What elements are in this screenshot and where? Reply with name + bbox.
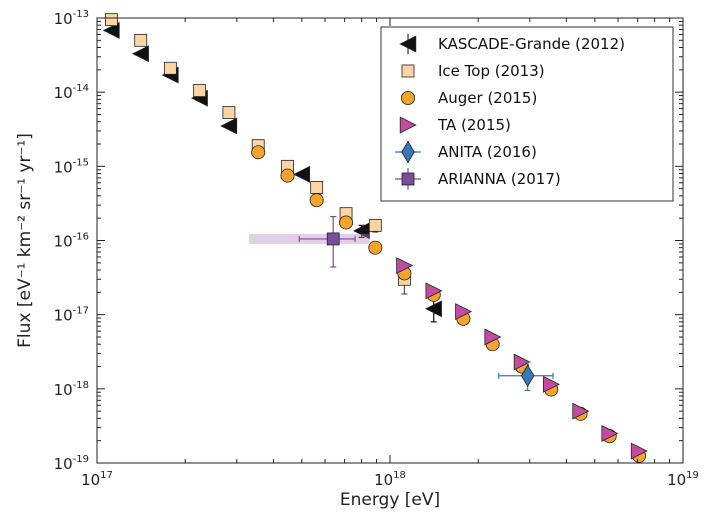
y-tick-exp: -18 — [73, 380, 89, 391]
data-point — [309, 193, 324, 208]
data-point — [326, 232, 340, 246]
x-tick-label: 1018 — [374, 470, 406, 489]
legend-marker — [401, 140, 415, 164]
legend-box — [380, 26, 674, 202]
y-tick-exp: -16 — [73, 232, 89, 243]
y-tick-exp: -14 — [73, 83, 89, 94]
data-point — [134, 33, 148, 47]
data-point — [543, 375, 560, 393]
y-tick-base: 10 — [54, 233, 73, 251]
legend-marker — [401, 64, 415, 78]
legend-marker — [399, 116, 417, 134]
data-point — [251, 145, 266, 160]
data-point — [220, 117, 238, 135]
x-tick-base: 10 — [81, 471, 100, 489]
y-tick-base: 10 — [54, 381, 73, 399]
x-tick-exp: 19 — [686, 470, 699, 481]
x-tick-label: 1019 — [667, 470, 699, 489]
data-point — [484, 328, 502, 346]
data-point — [193, 84, 207, 97]
data-point — [102, 21, 120, 39]
data-point — [222, 106, 236, 120]
x-tick-base: 10 — [667, 471, 686, 489]
y-tick-base: 10 — [54, 84, 73, 102]
legend-label: Ice Top (2013) — [438, 62, 545, 80]
y-tick-exp: -13 — [73, 9, 89, 20]
data-point — [425, 300, 442, 318]
x-tick-base: 10 — [374, 471, 393, 489]
x-tick-exp: 17 — [100, 470, 113, 481]
x-axis-label: Energy [eV] — [340, 490, 440, 510]
series-3 — [396, 257, 648, 460]
data-point — [163, 61, 177, 75]
y-tick-label: 10-19 — [54, 454, 89, 473]
y-tick-exp: -15 — [73, 157, 89, 168]
legend-marker — [401, 172, 415, 186]
data-point — [132, 45, 149, 63]
data-point — [368, 240, 383, 255]
y-tick-label: 10-15 — [54, 157, 89, 176]
data-point — [396, 257, 414, 274]
y-tick-base: 10 — [54, 10, 73, 28]
y-tick-label: 10-14 — [54, 83, 89, 102]
data-point — [105, 13, 118, 27]
legend-label: TA (2015) — [437, 116, 511, 134]
y-tick-label: 10-16 — [54, 232, 89, 251]
legend-label: KASCADE-Grande (2012) — [438, 35, 625, 53]
legend: KASCADE-Grande (2012) Ice Top (2013) Auger… — [380, 26, 674, 202]
data-point — [310, 180, 324, 194]
data-point — [280, 168, 295, 183]
legend-label: ARIANNA (2017) — [438, 170, 561, 188]
y-tick-base: 10 — [54, 455, 73, 473]
x-tick-exp: 18 — [393, 470, 406, 481]
data-point — [572, 402, 590, 420]
data-point — [601, 425, 619, 442]
y-tick-label: 10-17 — [54, 306, 89, 325]
data-marks — [102, 13, 648, 463]
data-point — [455, 303, 473, 321]
legend-marker — [399, 35, 417, 53]
y-tick-base: 10 — [54, 307, 73, 325]
y-tick-exp: -19 — [73, 454, 89, 465]
data-point — [513, 353, 531, 371]
y-tick-exp: -17 — [73, 306, 89, 317]
data-point — [520, 364, 535, 388]
data-point — [630, 442, 648, 460]
series-4 — [498, 361, 554, 392]
y-tick-label: 10-13 — [54, 9, 89, 28]
legend-label: ANITA (2016) — [438, 143, 537, 161]
legend-marker — [400, 91, 415, 106]
data-point — [339, 215, 354, 230]
series-5 — [248, 216, 370, 268]
y-tick-label: 10-18 — [54, 380, 89, 399]
y-axis-label: Flux [eV⁻¹ km⁻² sr⁻¹ yr⁻¹] — [15, 133, 35, 348]
data-point — [425, 282, 443, 300]
axes: 1017 1018 101910-1310-1410-1510-1610-1710-… — [54, 9, 699, 489]
legend-label: Auger (2015) — [438, 89, 537, 107]
y-tick-base: 10 — [54, 158, 73, 176]
x-tick-label: 1017 — [81, 470, 113, 489]
data-point — [293, 165, 310, 183]
data-point — [368, 218, 382, 232]
